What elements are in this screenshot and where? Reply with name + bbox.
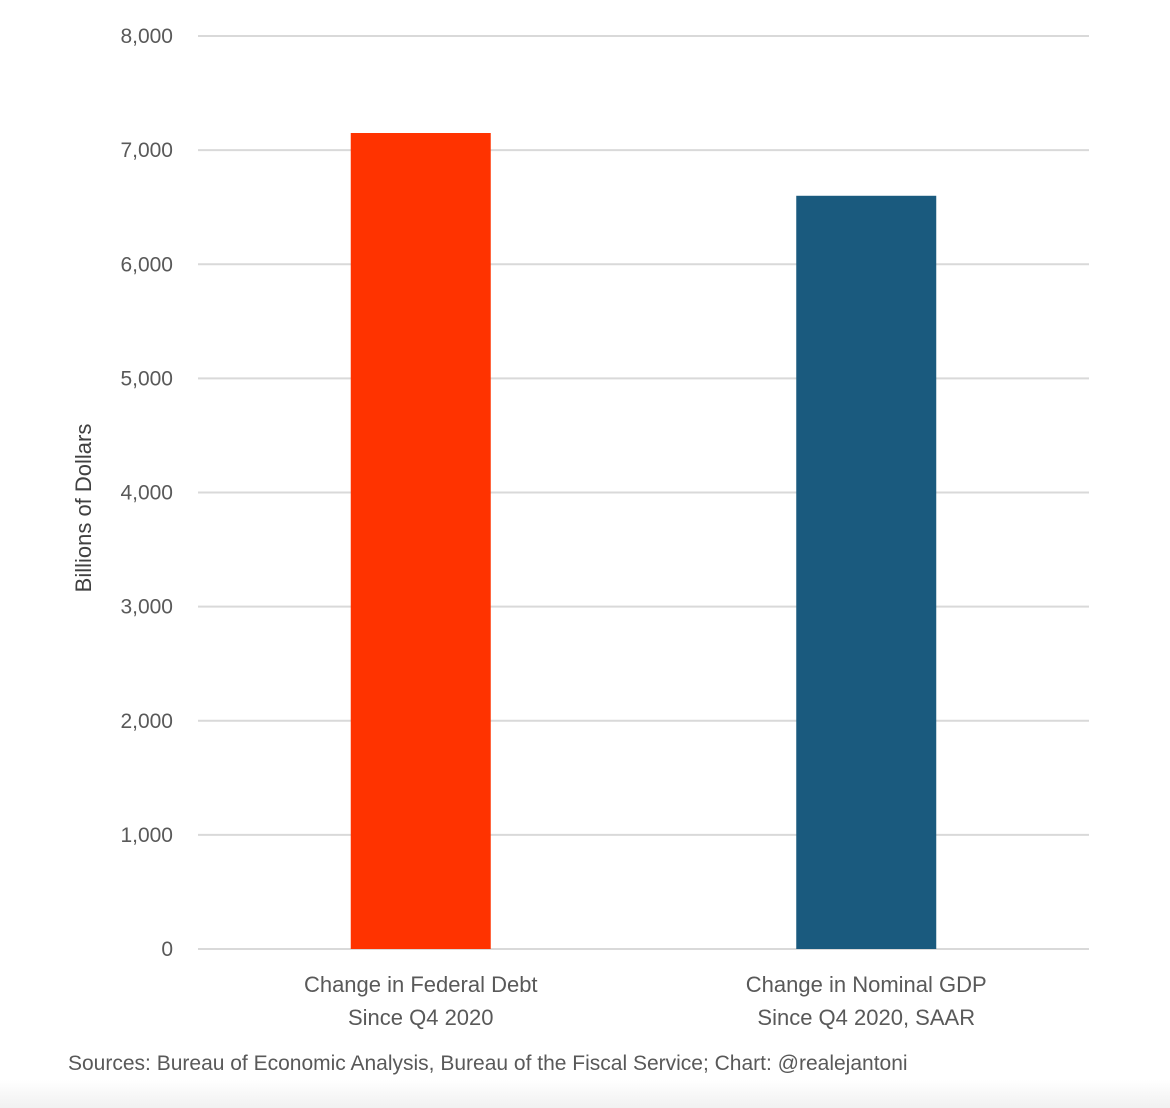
y-tick-label: 5,000 <box>120 367 173 390</box>
gridlines <box>198 35 1089 950</box>
y-tick-label: 1,000 <box>120 824 173 847</box>
x-category-label: Change in Nominal GDP <box>746 972 987 997</box>
y-tick-label: 0 <box>161 938 173 961</box>
x-category-label: Since Q4 2020, SAAR <box>757 1005 975 1030</box>
y-tick-label: 6,000 <box>120 253 173 276</box>
x-category-label: Since Q4 2020 <box>348 1005 494 1030</box>
y-tick-label: 8,000 <box>120 25 173 48</box>
y-tick-label: 3,000 <box>120 596 173 619</box>
bar <box>796 195 937 949</box>
bars <box>350 133 937 950</box>
bar <box>350 133 491 950</box>
y-tick-label: 2,000 <box>120 710 173 733</box>
x-axis-labels: Change in Federal Debt Since Q4 2020 Chang… <box>304 972 987 1030</box>
y-axis-title: Billions of Dollars <box>71 424 96 593</box>
bottom-fade <box>0 1080 1170 1108</box>
source-note: Sources: Bureau of Economic Analysis, Bu… <box>68 1052 908 1075</box>
y-axis-ticks: 0 1,000 2,000 3,000 4,000 5,000 6,000 7,000 8,00… <box>120 25 173 961</box>
y-tick-label: 7,000 <box>120 139 173 162</box>
y-tick-label: 4,000 <box>120 482 173 505</box>
x-category-label: Change in Federal Debt <box>304 972 538 997</box>
